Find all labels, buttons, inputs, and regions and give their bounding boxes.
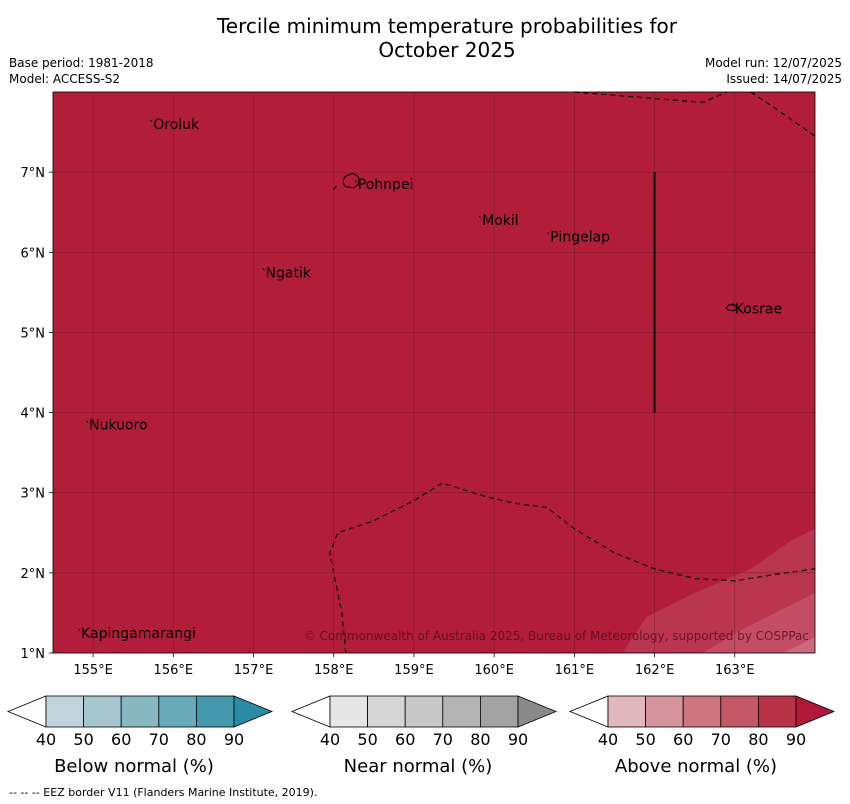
colorbar-0-label: Below normal (%) xyxy=(54,756,214,777)
colorbar-2: 40 50 60 70 80 90 Above normal (%) xyxy=(568,695,836,777)
colorbar-2-tick-80: 80 xyxy=(748,730,768,749)
colorbar-1-high-arrow xyxy=(517,695,558,728)
colorbar-0-cell-2 xyxy=(120,695,160,728)
place-marker-pohnpei xyxy=(354,179,358,183)
colorbar-2-label: Above normal (%) xyxy=(615,756,777,777)
tick-label-lat-2: 2°N xyxy=(21,567,46,582)
colorbar-0-tick-70: 70 xyxy=(149,730,169,749)
colorbar-0-cell-3 xyxy=(158,695,197,728)
colorbar-2-high-arrow xyxy=(795,695,836,728)
colorbar-2-cell-4 xyxy=(758,695,797,728)
tick-label-lon-163: 163°E xyxy=(715,663,755,678)
eez-border-0 xyxy=(574,91,728,104)
place-marker-oroluk xyxy=(149,119,153,123)
place-marker-mokil xyxy=(478,215,482,219)
title-line-2: October 2025 xyxy=(378,38,516,62)
place-label-mokil: Mokil xyxy=(482,213,519,229)
colorbar-0-cell-4 xyxy=(195,695,235,728)
probability-zone-1 xyxy=(702,592,815,653)
model-run: Model run: 12/07/2025 xyxy=(704,56,842,70)
model-name: Model: ACCESS-S2 xyxy=(9,72,121,86)
meta-left: Base period: 1981-2018 Model: ACCESS-S2 xyxy=(9,55,154,87)
colorbar-0-tick-50: 50 xyxy=(73,730,93,749)
colorbar-0-cell-0 xyxy=(45,695,84,728)
colorbar-2-cell-2 xyxy=(682,695,722,728)
probability-fill xyxy=(53,92,815,653)
tick-label-lat-3: 3°N xyxy=(21,487,46,502)
place-label-kosrae: Kosrae xyxy=(735,301,782,317)
colorbar-0-cell-1 xyxy=(83,695,122,728)
colorbar-0-low-arrow xyxy=(6,695,47,728)
colorbar-1-tick-80: 80 xyxy=(470,730,490,749)
colorbar-1-label: Near normal (%) xyxy=(344,756,493,777)
colorbar-1: 40 50 60 70 80 90 Near normal (%) xyxy=(290,695,558,777)
island-pohnpei-atoll xyxy=(332,185,337,191)
colorbar-1-cell-1 xyxy=(367,695,406,728)
colorbar-0-tick-60: 60 xyxy=(111,730,131,749)
tick-label-lat-7: 7°N xyxy=(21,166,46,181)
colorbar-1-low-arrow xyxy=(290,695,331,728)
colorbar-1-tick-50: 50 xyxy=(357,730,377,749)
colorbar-1-cell-0 xyxy=(329,695,368,728)
tick-label-lat-1: 1°N xyxy=(21,647,46,662)
place-label-nukuoro: Nukuoro xyxy=(89,418,147,434)
colorbar-0-tick-80: 80 xyxy=(186,730,206,749)
colorbar-1-tick-40: 40 xyxy=(320,730,340,749)
place-label-pohnpei: Pohnpei xyxy=(358,177,414,193)
colorbar-2-cell-3 xyxy=(720,695,759,728)
tick-label-lat-6: 6°N xyxy=(21,246,46,261)
tick-label-lon-156: 156°E xyxy=(154,663,194,678)
colorbar-0: 40 50 60 70 80 90 Below normal (%) xyxy=(6,695,274,777)
eez-border-1 xyxy=(750,91,816,137)
tick-label-lon-162: 162°E xyxy=(635,663,675,678)
copyright-notice: © Commonwealth of Australia 2025, Bureau… xyxy=(304,629,809,643)
place-label-kapingamarangi: Kapingamarangi xyxy=(81,626,196,642)
map-frame xyxy=(52,91,816,654)
colorbar-2-low-arrow xyxy=(568,695,609,728)
base-period: Base period: 1981-2018 xyxy=(9,56,154,70)
colorbar-1-cell-3 xyxy=(442,695,481,728)
place-marker-pingelap xyxy=(547,231,550,235)
tick-label-lon-158: 158°E xyxy=(314,663,354,678)
colorbar-1-tick-60: 60 xyxy=(395,730,415,749)
eez-footnote: -- -- -- EEZ border V11 (Flanders Marine… xyxy=(9,786,318,799)
place-marker-kapingamarangi xyxy=(77,628,81,632)
tick-label-lon-161: 161°E xyxy=(555,663,595,678)
tick-label-lon-157: 157°E xyxy=(234,663,274,678)
colorbar-2-tick-90: 90 xyxy=(786,730,806,749)
place-label-oroluk: Oroluk xyxy=(153,117,200,133)
colorbar-0-tick-90: 90 xyxy=(224,730,244,749)
tick-label-lon-155: 155°E xyxy=(73,663,113,678)
colorbar-2-cell-0 xyxy=(607,695,646,728)
place-marker-kosrae xyxy=(731,304,735,307)
colorbar-1-cell-4 xyxy=(479,695,519,728)
place-marker-nukuoro xyxy=(85,420,89,423)
tick-label-lat-4: 4°N xyxy=(21,407,46,422)
meta-right: Model run: 12/07/2025 Issued: 14/07/2025 xyxy=(705,55,842,87)
colorbar-2-tick-50: 50 xyxy=(635,730,655,749)
place-label-pingelap: Pingelap xyxy=(550,229,610,245)
map-title: Tercile minimum temperature probabilitie… xyxy=(0,14,850,62)
title-line-1: Tercile minimum temperature probabilitie… xyxy=(216,14,678,38)
colorbar-2-tick-60: 60 xyxy=(673,730,693,749)
island-pohnpei xyxy=(342,172,360,189)
place-label-ngatik: Ngatik xyxy=(266,265,312,281)
colorbar-1-cell-2 xyxy=(404,695,444,728)
tick-label-lat-5: 5°N xyxy=(21,326,46,341)
colorbar-2-tick-40: 40 xyxy=(598,730,618,749)
colorbar-1-tick-70: 70 xyxy=(433,730,453,749)
probability-zone-2 xyxy=(782,636,815,653)
issued-date: Issued: 14/07/2025 xyxy=(726,72,842,86)
colorbar-0-high-arrow xyxy=(233,695,274,728)
eez-border-2 xyxy=(329,482,816,654)
colorbar-0-tick-40: 40 xyxy=(36,730,56,749)
place-marker-ngatik xyxy=(262,268,265,271)
tick-label-lon-160: 160°E xyxy=(474,663,514,678)
colorbar-2-cell-1 xyxy=(645,695,684,728)
colorbar-2-tick-70: 70 xyxy=(711,730,731,749)
tick-label-lon-159: 159°E xyxy=(394,663,434,678)
colorbar-1-tick-90: 90 xyxy=(508,730,528,749)
island-kosrae xyxy=(725,303,738,312)
